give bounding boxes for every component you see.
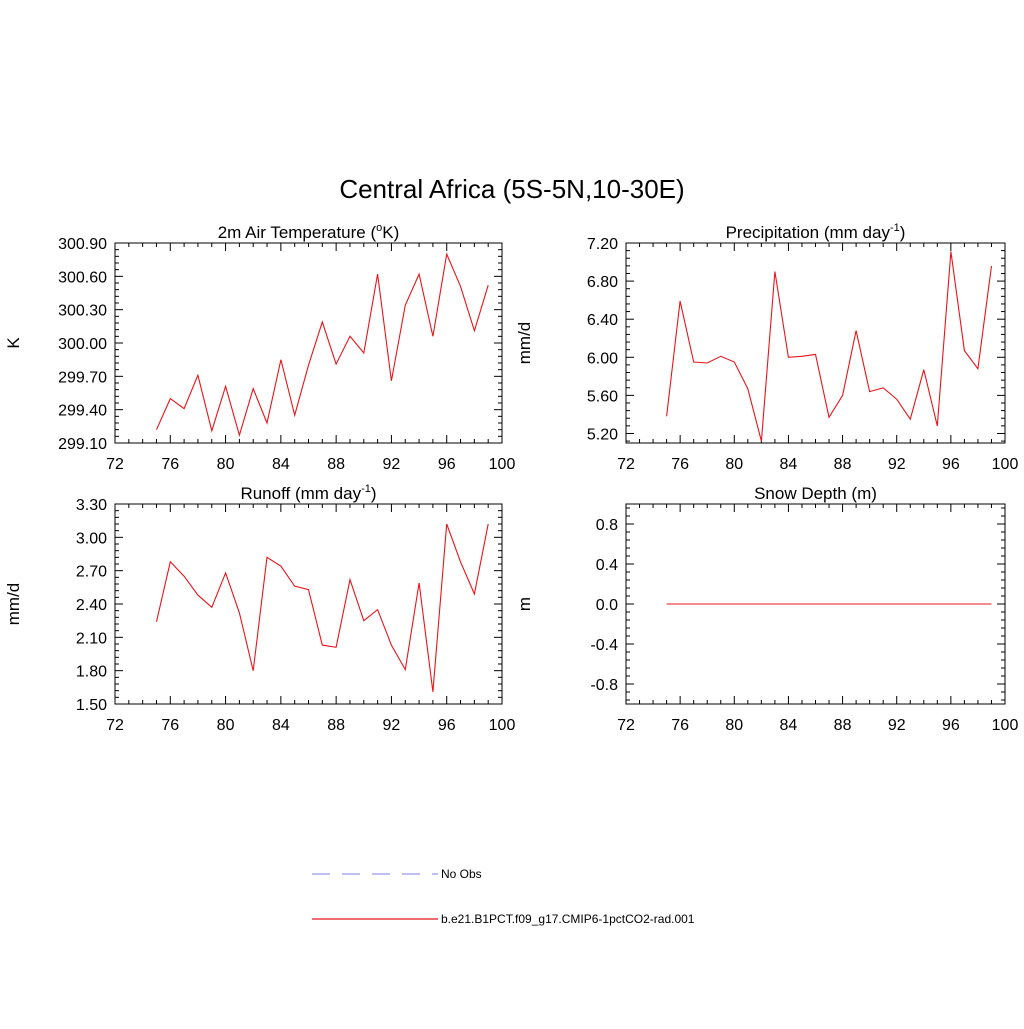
plot-frame xyxy=(114,503,503,705)
x-tick-label: 72 xyxy=(617,717,635,734)
plot-frame xyxy=(625,242,1006,444)
series-line xyxy=(155,523,489,692)
y-axis-label: m xyxy=(515,597,534,611)
x-tick-label: 84 xyxy=(272,456,290,473)
legend: No Obs b.e21.B1PCT.f09_g17.CMIP6-1pctCO2-… xyxy=(312,867,695,926)
x-tick-label: 100 xyxy=(992,456,1019,473)
x-tick-label: 88 xyxy=(327,456,345,473)
x-tick-label: 92 xyxy=(888,456,906,473)
x-tick-label: 84 xyxy=(272,717,290,734)
y-tick-label: 300.30 xyxy=(58,303,107,320)
panel-title: 2m Air Temperature (oK) xyxy=(218,222,400,242)
y-tick-label: 7.20 xyxy=(587,236,618,253)
y-tick-label: 1.80 xyxy=(76,664,107,681)
panel-4: Snow Depth (m) m 72 76 80 84 88 92 96 100 -0.8 -0.4… xyxy=(515,484,1018,734)
y-tick-label: 300.60 xyxy=(58,269,107,286)
legend-label: b.e21.B1PCT.f09_g17.CMIP6-1pctCO2-rad.00… xyxy=(441,912,695,926)
x-tick-label: 84 xyxy=(780,456,798,473)
figure-title: Central Africa (5S-5N,10-30E) xyxy=(339,174,684,204)
y-axis-label: mm/d xyxy=(4,583,23,626)
x-tick-label: 88 xyxy=(327,717,345,734)
y-axis-label: K xyxy=(4,337,23,349)
series-line xyxy=(666,251,993,442)
y-tick-label: 6.80 xyxy=(587,274,618,291)
series-line xyxy=(155,252,489,438)
y-tick-label: -0.4 xyxy=(590,637,618,654)
panel-title-text: 2m Air Temperature ( xyxy=(218,223,377,242)
x-tick-label: 80 xyxy=(725,717,743,734)
panel-3: Runoff (mm day-1) mm/d 72 76 80 84 88 92 96 100 1.… xyxy=(4,483,515,734)
x-tick-label: 76 xyxy=(161,456,179,473)
panel-title-text: Precipitation (mm day xyxy=(726,223,891,242)
y-tick-label: 300.00 xyxy=(58,336,107,353)
panels: 2m Air Temperature (oK) K 72 76 80 84 88 92 96 10… xyxy=(4,222,1018,734)
x-tick-label: 96 xyxy=(438,456,456,473)
panel-title-text: Runoff (mm day xyxy=(240,484,361,503)
x-tick-label: 80 xyxy=(217,717,235,734)
y-tick-label: 300.90 xyxy=(58,236,107,253)
y-tick-label: 299.40 xyxy=(58,403,107,420)
x-tick-label: 96 xyxy=(942,456,960,473)
x-tick-label: 100 xyxy=(489,717,516,734)
y-tick-label: 0.0 xyxy=(596,597,618,614)
y-tick-label: 3.30 xyxy=(76,497,107,514)
panel-title-tail: K) xyxy=(382,223,399,242)
y-tick-label: 1.50 xyxy=(76,697,107,714)
x-tick-label: 72 xyxy=(106,456,124,473)
legend-entry: No Obs xyxy=(312,867,482,881)
panel-title: Snow Depth (m) xyxy=(754,484,877,503)
y-tick-label: 6.40 xyxy=(587,312,618,329)
y-axis-label: mm/d xyxy=(515,322,534,365)
y-tick-label: 0.4 xyxy=(596,557,618,574)
x-tick-label: 96 xyxy=(942,717,960,734)
legend-label: No Obs xyxy=(441,867,482,881)
x-tick-label: 72 xyxy=(106,717,124,734)
y-tick-label: 5.20 xyxy=(587,426,618,443)
x-tick-label: 92 xyxy=(383,456,401,473)
x-tick-label: 80 xyxy=(217,456,235,473)
x-tick-label: 76 xyxy=(671,717,689,734)
x-tick-label: 92 xyxy=(383,717,401,734)
x-tick-label: 76 xyxy=(671,456,689,473)
panel-title: Precipitation (mm day-1) xyxy=(726,222,906,242)
panel-title-superscript: -1 xyxy=(890,222,900,234)
panel-title: Runoff (mm day-1) xyxy=(240,483,376,503)
y-tick-label: 299.70 xyxy=(58,369,107,386)
y-tick-label: 2.70 xyxy=(76,564,107,581)
y-tick-label: 5.60 xyxy=(587,388,618,405)
y-tick-label: 2.10 xyxy=(76,630,107,647)
x-tick-label: 88 xyxy=(834,456,852,473)
x-tick-label: 84 xyxy=(780,717,798,734)
y-tick-label: 0.8 xyxy=(596,517,618,534)
x-tick-label: 100 xyxy=(992,717,1019,734)
panel-title-superscript: o xyxy=(376,222,382,234)
panel-title-tail: ) xyxy=(900,223,906,242)
y-tick-label: 299.10 xyxy=(58,436,107,453)
x-tick-label: 92 xyxy=(888,717,906,734)
x-tick-label: 76 xyxy=(161,717,179,734)
legend-entry: b.e21.B1PCT.f09_g17.CMIP6-1pctCO2-rad.00… xyxy=(312,912,695,926)
y-tick-label: 3.00 xyxy=(76,530,107,547)
y-tick-label: -0.8 xyxy=(590,677,618,694)
x-tick-label: 100 xyxy=(489,456,516,473)
panel-title-text: Snow Depth (m) xyxy=(754,484,877,503)
x-tick-label: 96 xyxy=(438,717,456,734)
x-tick-label: 80 xyxy=(725,456,743,473)
panel-title-superscript: -1 xyxy=(361,483,371,495)
panel-1: 2m Air Temperature (oK) K 72 76 80 84 88 92 96 10… xyxy=(4,222,515,473)
y-tick-label: 6.00 xyxy=(587,350,618,367)
y-tick-label: 2.40 xyxy=(76,597,107,614)
panel-2: Precipitation (mm day-1) mm/d 72 76 80 84 88 92… xyxy=(515,222,1018,473)
x-tick-label: 72 xyxy=(617,456,635,473)
x-tick-label: 88 xyxy=(834,717,852,734)
panel-title-tail: ) xyxy=(371,484,377,503)
